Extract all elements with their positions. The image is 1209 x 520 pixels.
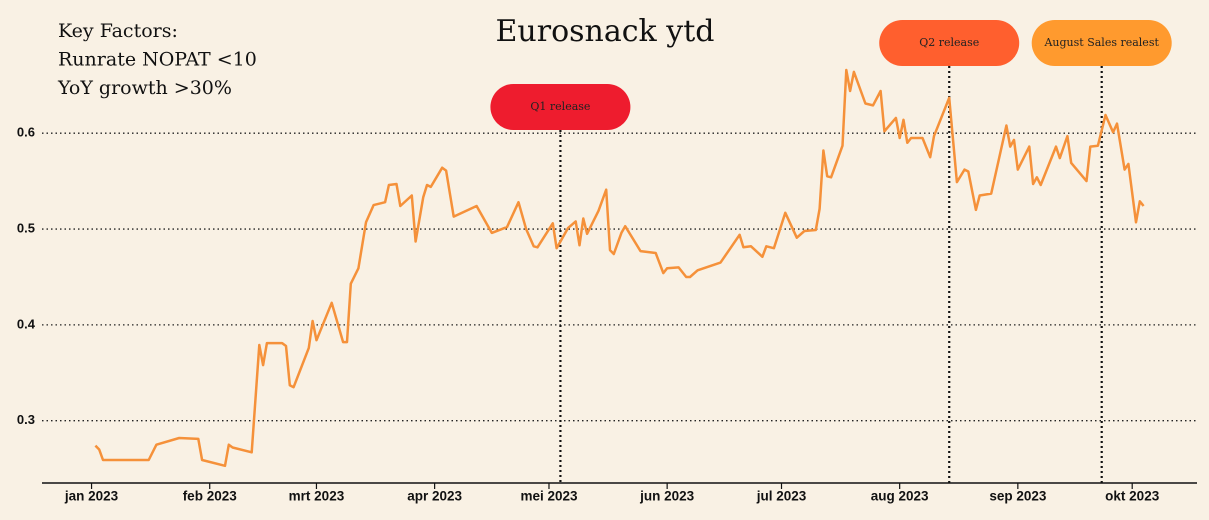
annotation: Key Factors: xyxy=(58,20,178,42)
x-tick-label: mei 2023 xyxy=(520,489,578,504)
chart-title: Eurosnack ytd xyxy=(496,14,715,49)
x-tick-label: jan 2023 xyxy=(64,489,119,504)
x-tick-label: sep 2023 xyxy=(989,489,1047,504)
x-tick-label: jul 2023 xyxy=(756,489,807,504)
annotation: YoY growth >30% xyxy=(57,77,232,99)
event-pill xyxy=(490,84,631,130)
y-tick-label: 0.5 xyxy=(17,220,35,235)
y-tick-label: 0.3 xyxy=(17,412,35,427)
y-tick-label: 0.6 xyxy=(17,125,35,140)
x-tick-label: feb 2023 xyxy=(183,489,238,504)
x-tick-label: aug 2023 xyxy=(871,489,929,504)
x-tick-label: apr 2023 xyxy=(407,489,462,504)
y-tick-label: 0.4 xyxy=(17,316,36,331)
x-tick-label: mrt 2023 xyxy=(289,489,345,504)
x-tick-label: okt 2023 xyxy=(1105,489,1160,504)
annotation: Runrate NOPAT <10 xyxy=(58,49,257,71)
event-label: Q2 release xyxy=(919,36,979,49)
event-label: Q1 release xyxy=(530,100,590,113)
event-pill xyxy=(879,20,1020,66)
event-label: August Sales realest xyxy=(1043,36,1159,49)
line-series xyxy=(94,68,1145,468)
event-pill xyxy=(1031,20,1172,66)
x-tick-label: jun 2023 xyxy=(639,489,695,504)
